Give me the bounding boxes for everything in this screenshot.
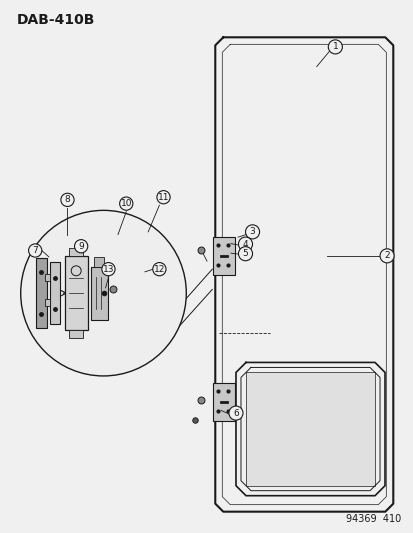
Bar bbox=[45, 300, 50, 306]
Text: 2: 2 bbox=[383, 252, 389, 260]
Text: 13: 13 bbox=[102, 265, 114, 273]
Bar bbox=[94, 257, 104, 266]
Circle shape bbox=[379, 249, 393, 263]
Circle shape bbox=[74, 240, 88, 253]
Bar bbox=[45, 274, 50, 281]
Circle shape bbox=[102, 263, 115, 276]
Text: 4: 4 bbox=[242, 240, 248, 248]
Text: 1: 1 bbox=[332, 43, 337, 51]
Circle shape bbox=[228, 406, 242, 420]
Bar bbox=[69, 248, 83, 256]
Text: 11: 11 bbox=[157, 193, 169, 201]
Circle shape bbox=[238, 247, 252, 261]
Circle shape bbox=[328, 40, 342, 54]
Bar bbox=[213, 237, 235, 275]
Text: 6: 6 bbox=[233, 409, 238, 417]
Circle shape bbox=[245, 225, 259, 239]
Circle shape bbox=[119, 197, 133, 210]
Circle shape bbox=[238, 237, 252, 251]
Text: DAB-410B: DAB-410B bbox=[17, 13, 95, 27]
Text: 3: 3 bbox=[249, 228, 255, 236]
Circle shape bbox=[61, 193, 74, 206]
Circle shape bbox=[21, 211, 186, 376]
Bar bbox=[213, 383, 235, 422]
Text: 7: 7 bbox=[32, 246, 38, 255]
Bar bbox=[36, 259, 47, 328]
Circle shape bbox=[28, 244, 42, 257]
Text: 12: 12 bbox=[153, 265, 165, 273]
Text: 10: 10 bbox=[120, 199, 132, 208]
Bar bbox=[91, 266, 107, 320]
Text: 9: 9 bbox=[78, 242, 84, 251]
Text: 5: 5 bbox=[242, 249, 248, 258]
Circle shape bbox=[157, 191, 170, 204]
Bar bbox=[69, 330, 83, 338]
Text: 94369  410: 94369 410 bbox=[346, 514, 401, 524]
Bar bbox=[245, 373, 374, 486]
Text: 8: 8 bbox=[64, 196, 70, 204]
Bar bbox=[50, 262, 60, 325]
Bar bbox=[64, 256, 88, 330]
Circle shape bbox=[152, 263, 166, 276]
